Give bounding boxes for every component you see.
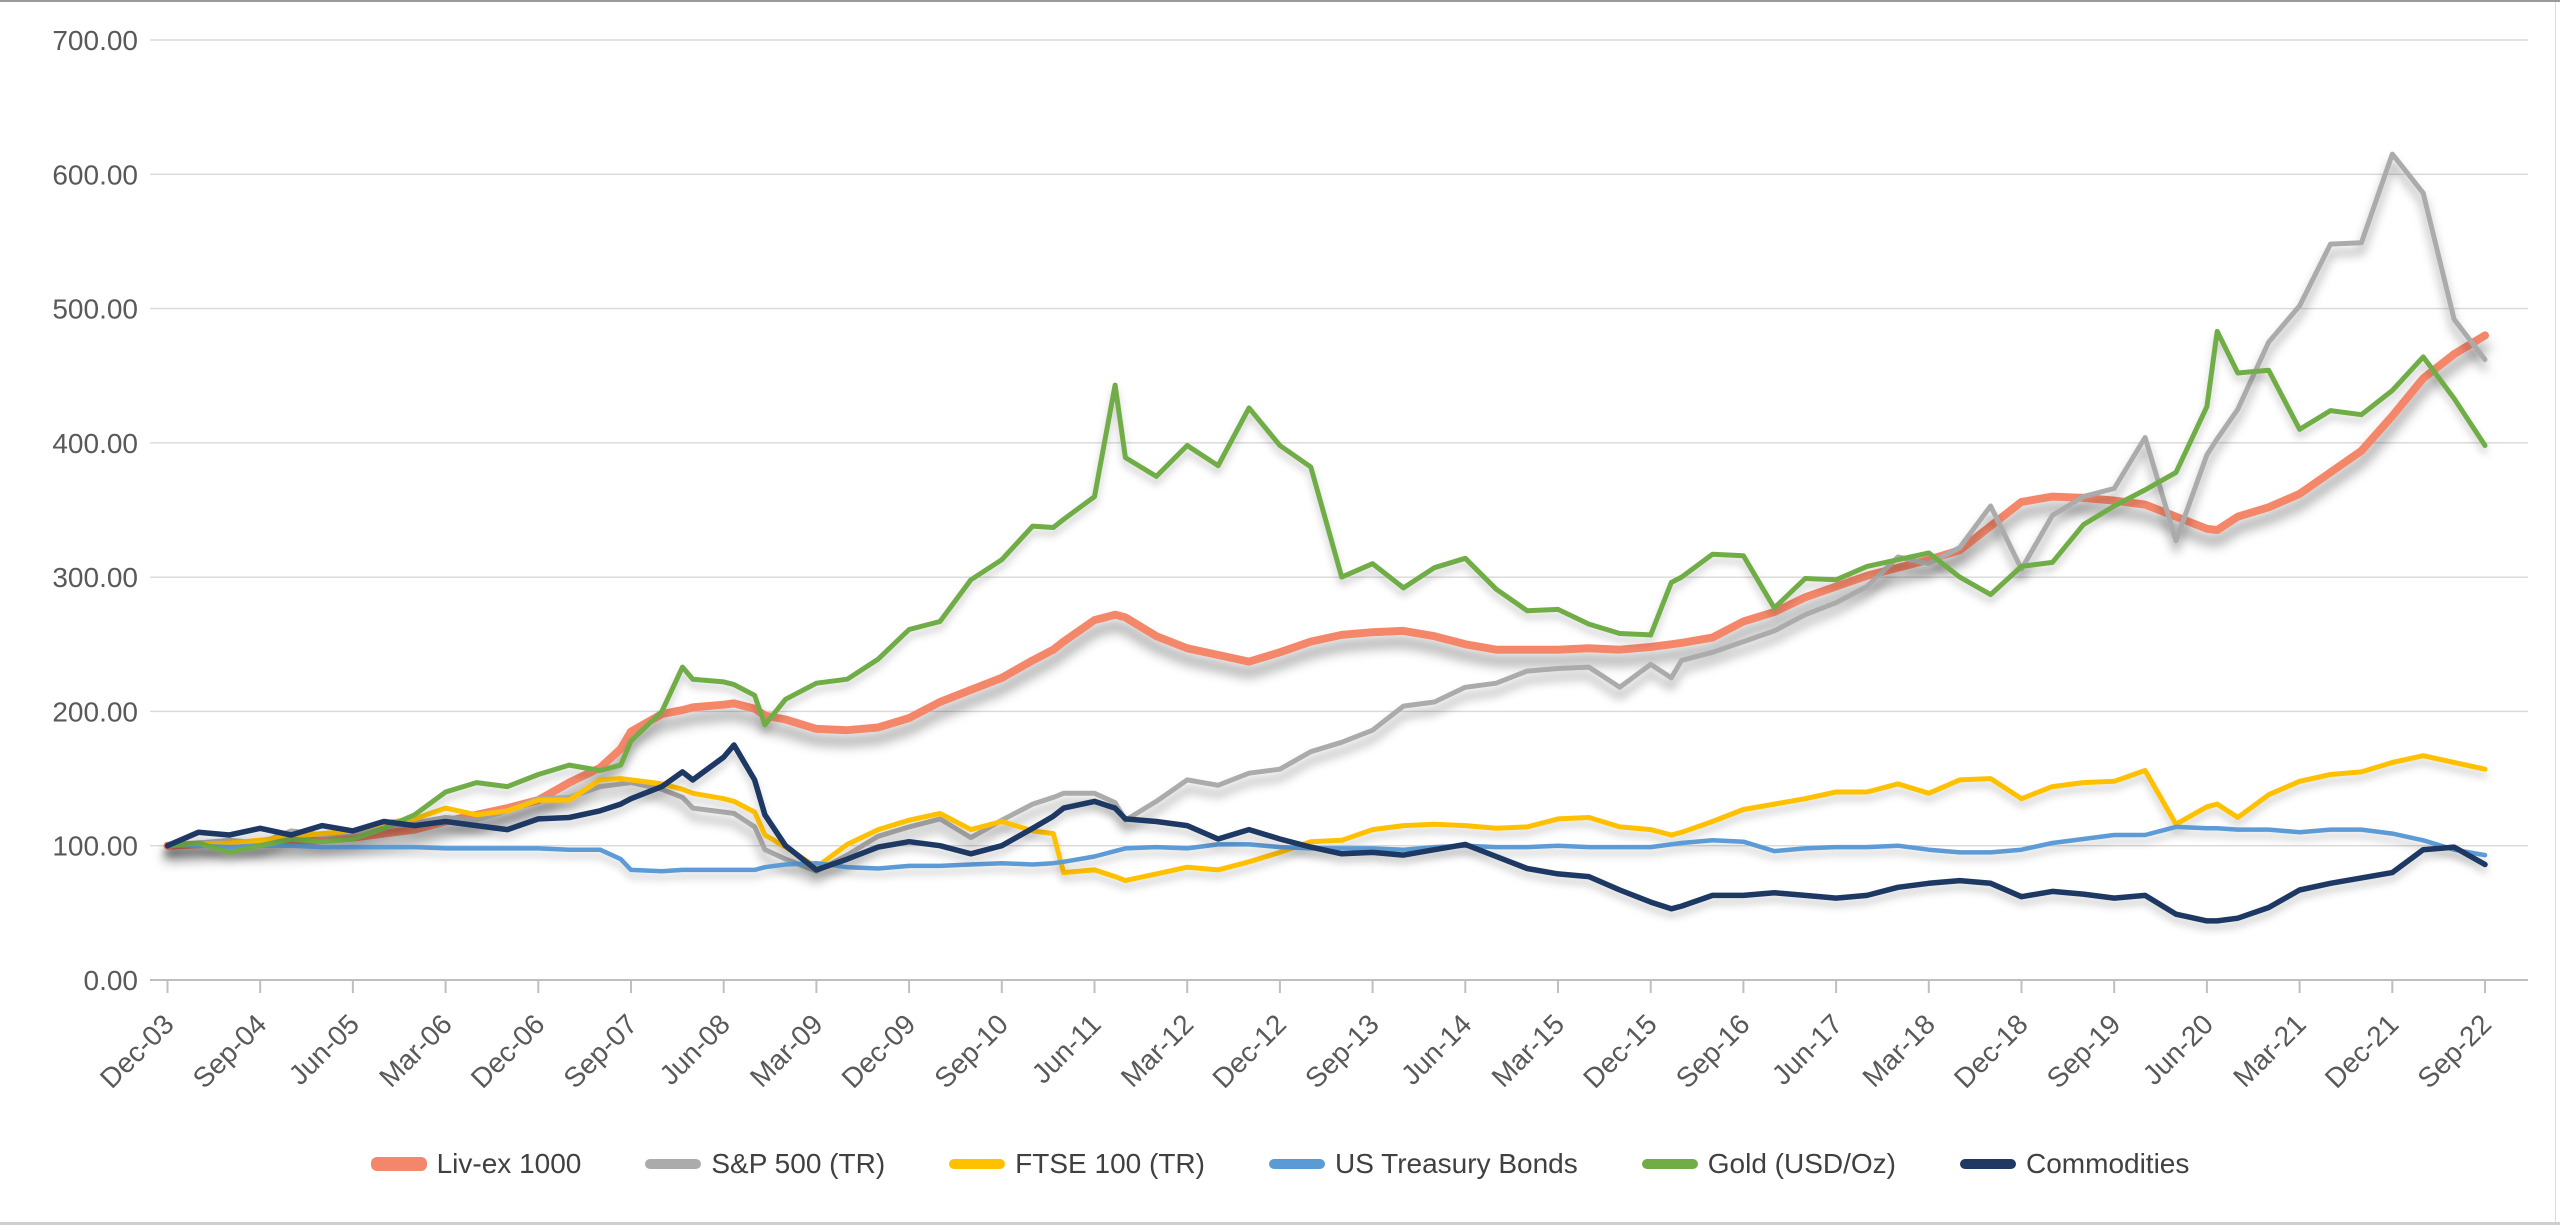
y-axis-label: 200.00 (52, 696, 138, 727)
x-axis-label: Mar-21 (2227, 1008, 2312, 1093)
x-axis-label: Sep-16 (1670, 1008, 1756, 1094)
y-axis-label: 500.00 (52, 294, 138, 325)
legend-swatch-gold-usd-oz (1641, 1159, 1698, 1169)
x-axis-label: Jun-20 (2137, 1008, 2219, 1090)
series-line-us-treasury-bonds (165, 824, 2488, 874)
x-axis-label: Dec-09 (836, 1008, 922, 1094)
x-axis-label: Mar-06 (373, 1008, 458, 1093)
legend-swatch-us-treasury-bonds (1268, 1159, 1325, 1169)
x-axis-label: Jun-17 (1766, 1008, 1848, 1090)
legend-item-s-p-500-tr: S&P 500 (TR) (645, 1148, 885, 1180)
y-axis-label: 400.00 (52, 428, 138, 459)
y-axis-label: 100.00 (52, 831, 138, 862)
chart-legend: Liv-ex 1000 S&P 500 (TR) FTSE 100 (TR) US T… (0, 1148, 2560, 1180)
gridlines-group (150, 39, 2528, 981)
legend-label-s-p-500-tr: S&P 500 (TR) (711, 1148, 886, 1179)
y-axis-label: 0.00 (84, 965, 139, 996)
series-line-liv-ex-1000 (163, 331, 2489, 850)
legend-item-commodities: Commodities (1960, 1148, 2189, 1180)
x-axis-label: Sep-19 (2041, 1008, 2127, 1094)
x-axis-label: Dec-03 (94, 1008, 180, 1094)
x-axis-label: Jun-05 (283, 1008, 365, 1090)
x-axis-label: Dec-18 (1948, 1008, 2034, 1094)
legend-swatch-ftse-100-tr (949, 1159, 1006, 1169)
legend-label-commodities: Commodities (2026, 1148, 2190, 1179)
x-axis-label: Sep-22 (2411, 1008, 2497, 1094)
x-axis-label: Mar-15 (1486, 1008, 1571, 1093)
x-axis-group: Dec-03 Sep-04 Jun-05 Mar-06 Dec-06 Sep-07 Jun-… (94, 979, 2528, 1094)
legend-item-us-treasury-bonds: US Treasury Bonds (1268, 1148, 1578, 1180)
x-axis-label: Dec-06 (465, 1008, 551, 1094)
series-line-s-p-500-tr (165, 151, 2488, 874)
legend-label-ftse-100-tr: FTSE 100 (TR) (1015, 1148, 1205, 1179)
legend-label-us-treasury-bonds: US Treasury Bonds (1334, 1148, 1578, 1179)
x-axis-label: Sep-04 (187, 1008, 273, 1094)
x-axis-label: Jun-11 (1026, 1008, 1107, 1089)
series-line-commodities (164, 742, 2488, 924)
x-axis-label: Dec-15 (1577, 1008, 1663, 1094)
y-axis-label: 700.00 (52, 25, 138, 56)
legend-label-gold-usd-oz: Gold (USD/Oz) (1707, 1148, 1896, 1179)
x-axis-label: Mar-12 (1115, 1008, 1200, 1093)
x-axis-label: Sep-13 (1299, 1008, 1385, 1094)
y-axis-label: 300.00 (52, 562, 138, 593)
legend-item-ftse-100-tr: FTSE 100 (TR) (949, 1148, 1205, 1180)
y-axis-label: 600.00 (52, 159, 138, 190)
series-line-ftse-100-tr (165, 753, 2488, 884)
legend-item-liv-ex-1000: Liv-ex 1000 (370, 1148, 582, 1180)
x-axis-label: Sep-07 (557, 1008, 643, 1094)
x-axis-label: Jun-14 (1395, 1008, 1477, 1090)
x-axis-label: Dec-12 (1206, 1008, 1292, 1094)
legend-item-gold-usd-oz: Gold (USD/Oz) (1641, 1148, 1896, 1180)
legend-swatch-commodities (1960, 1159, 2016, 1169)
legend-swatch-liv-ex-1000 (370, 1157, 427, 1171)
x-axis-label: Jun-08 (653, 1008, 735, 1090)
series-line-gold-usd-oz (165, 328, 2488, 855)
x-axis-label: Dec-21 (2319, 1008, 2405, 1094)
x-axis-label: Sep-10 (928, 1008, 1014, 1094)
x-axis-label: Mar-09 (744, 1008, 829, 1093)
y-axis-labels: 0.00 100.00 200.00 300.00 400.00 500.00 600.00… (52, 25, 138, 996)
x-axis-label: Mar-18 (1856, 1008, 1941, 1093)
legend-label-liv-ex-1000: Liv-ex 1000 (436, 1148, 582, 1179)
legend-swatch-s-p-500-tr (645, 1159, 702, 1169)
